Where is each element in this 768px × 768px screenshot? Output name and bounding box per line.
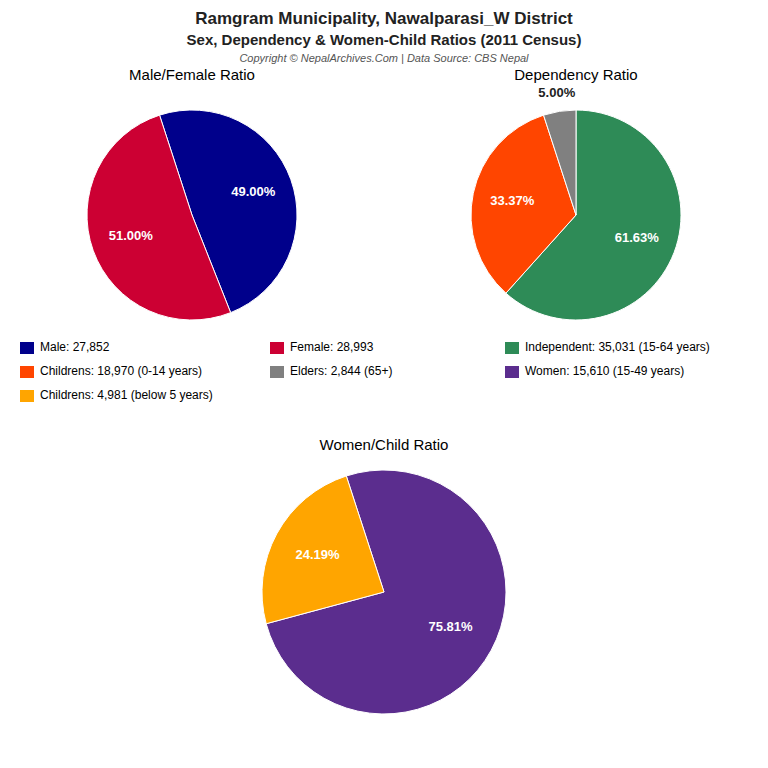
data-label: 24.19%: [295, 547, 340, 562]
annotation: Copyright © NepalArchives.Com | Data Sou…: [239, 52, 529, 64]
data-labels: 49.00% 51.00%: [109, 184, 276, 243]
pie-title: Dependency Ratio: [514, 66, 637, 83]
data-label: 33.37%: [490, 193, 535, 208]
title: Ramgram Municipality, Nawalparasi_W Dist…: [195, 9, 573, 28]
pie-chart: Dependency Ratio 61.63% 33.37% 5.00%: [471, 66, 681, 320]
legend-label: Women: 15,610 (15-49 years): [525, 364, 684, 378]
legend-swatch: [20, 390, 34, 402]
legend-swatch: [270, 342, 284, 354]
pie-title: Women/Child Ratio: [320, 436, 449, 453]
legend-item: Female: 28,993: [270, 340, 374, 354]
legend-item: Childrens: 18,970 (0-14 years): [20, 364, 202, 378]
legend-item: Independent: 35,031 (15-64 years): [505, 340, 710, 354]
subtitle: Sex, Dependency & Women-Child Ratios (20…: [187, 31, 582, 48]
legend-swatch: [20, 342, 34, 354]
data-label: 75.81%: [428, 619, 473, 634]
chart: Ramgram Municipality, Nawalparasi_W Dist…: [0, 0, 768, 768]
legend-swatch: [20, 366, 34, 378]
pie-slice: [544, 110, 576, 215]
legend-label: Independent: 35,031 (15-64 years): [525, 340, 710, 354]
legend-label: Male: 27,852: [40, 340, 110, 354]
data-label: 51.00%: [109, 228, 154, 243]
data-label: 5.00%: [538, 85, 575, 100]
pie-slice: [262, 476, 384, 624]
legend-item: Male: 27,852: [20, 340, 110, 354]
legend-swatch: [505, 366, 519, 378]
legend-item: Elders: 2,844 (65+): [270, 364, 392, 378]
legend-label: Childrens: 4,981 (below 5 years): [40, 388, 213, 402]
slices: [262, 470, 506, 714]
legend-swatch: [505, 342, 519, 354]
slices: [471, 110, 681, 320]
legend-swatch: [270, 366, 284, 378]
pie-chart: Women/Child Ratio 75.81% 24.19%: [262, 436, 506, 714]
slices: [87, 110, 297, 320]
legend-item: Women: 15,610 (15-49 years): [505, 364, 684, 378]
data-labels: 75.81% 24.19%: [295, 547, 473, 634]
legend-label: Childrens: 18,970 (0-14 years): [40, 364, 202, 378]
pie-chart: Male/Female Ratio 49.00% 51.00%: [87, 66, 297, 320]
pie-title: Male/Female Ratio: [129, 66, 255, 83]
data-labels: 61.63% 33.37% 5.00%: [490, 85, 659, 245]
legend: Male: 27,852 Female: 28,993 Independent: 3…: [20, 340, 710, 402]
legend-label: Female: 28,993: [290, 340, 374, 354]
legend-label: Elders: 2,844 (65+): [290, 364, 392, 378]
data-label: 61.63%: [615, 230, 660, 245]
legend-item: Childrens: 4,981 (below 5 years): [20, 388, 213, 402]
pie-slice: [87, 115, 231, 320]
data-label: 49.00%: [231, 184, 276, 199]
